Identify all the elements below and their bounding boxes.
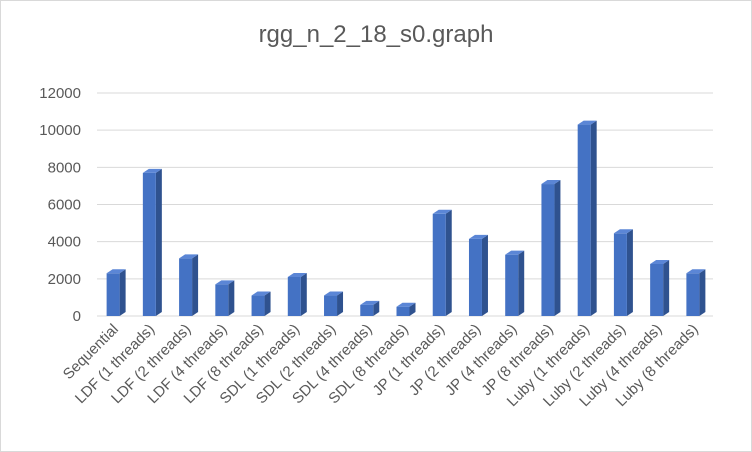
bar-side	[699, 269, 706, 316]
bar-side	[119, 269, 126, 316]
y-tick-label: 8000	[48, 159, 81, 176]
bar	[142, 172, 156, 316]
y-tick-label: 10000	[39, 122, 81, 139]
y-tick-label: 6000	[48, 197, 81, 214]
bar-side	[518, 250, 525, 316]
bar	[613, 233, 627, 316]
bar	[432, 213, 446, 316]
bar-top	[179, 254, 199, 259]
bar-side	[337, 291, 344, 316]
bar-side	[300, 272, 307, 316]
bar-top	[468, 234, 488, 239]
bar-top	[577, 120, 597, 125]
bar-top	[650, 259, 670, 264]
bar-side	[228, 280, 235, 316]
bar	[360, 304, 374, 316]
bar	[287, 276, 301, 316]
bar-side	[373, 300, 380, 316]
bar-side	[192, 254, 199, 316]
bar	[650, 263, 664, 316]
bar-top	[215, 280, 235, 285]
y-tick-label: 4000	[48, 234, 81, 251]
bar	[686, 273, 700, 316]
bar-top	[541, 180, 561, 185]
bar-top	[251, 291, 271, 296]
bar-side	[155, 168, 162, 316]
bar	[541, 184, 555, 316]
bar-side	[554, 180, 561, 316]
bar-side	[481, 234, 488, 316]
bar	[505, 254, 519, 316]
bar-top	[686, 269, 706, 274]
bar-side	[663, 259, 670, 316]
bar-side	[409, 302, 416, 316]
bar-top	[396, 302, 416, 307]
bar-side	[264, 291, 271, 316]
bar	[468, 238, 482, 316]
bar	[396, 306, 410, 316]
bar-top	[432, 209, 452, 214]
bar-top	[360, 300, 380, 305]
bar-side	[590, 120, 597, 316]
bar-top	[505, 250, 525, 255]
bar-top	[613, 229, 633, 234]
bar-top	[287, 272, 307, 277]
bar-top	[106, 269, 126, 274]
bar-side	[445, 209, 452, 316]
bar-top	[142, 168, 162, 173]
bar-side	[626, 229, 633, 316]
bar	[577, 124, 591, 316]
y-tick-label: 12000	[39, 85, 81, 102]
chart-title: rgg_n_2_18_s0.graph	[258, 21, 494, 48]
bar	[251, 295, 265, 316]
y-tick-label: 0	[73, 308, 81, 325]
bar	[215, 284, 229, 316]
y-tick-label: 2000	[48, 271, 81, 288]
bar	[324, 295, 338, 316]
bar	[179, 258, 193, 316]
bar	[106, 273, 120, 316]
bar-top	[324, 291, 344, 296]
